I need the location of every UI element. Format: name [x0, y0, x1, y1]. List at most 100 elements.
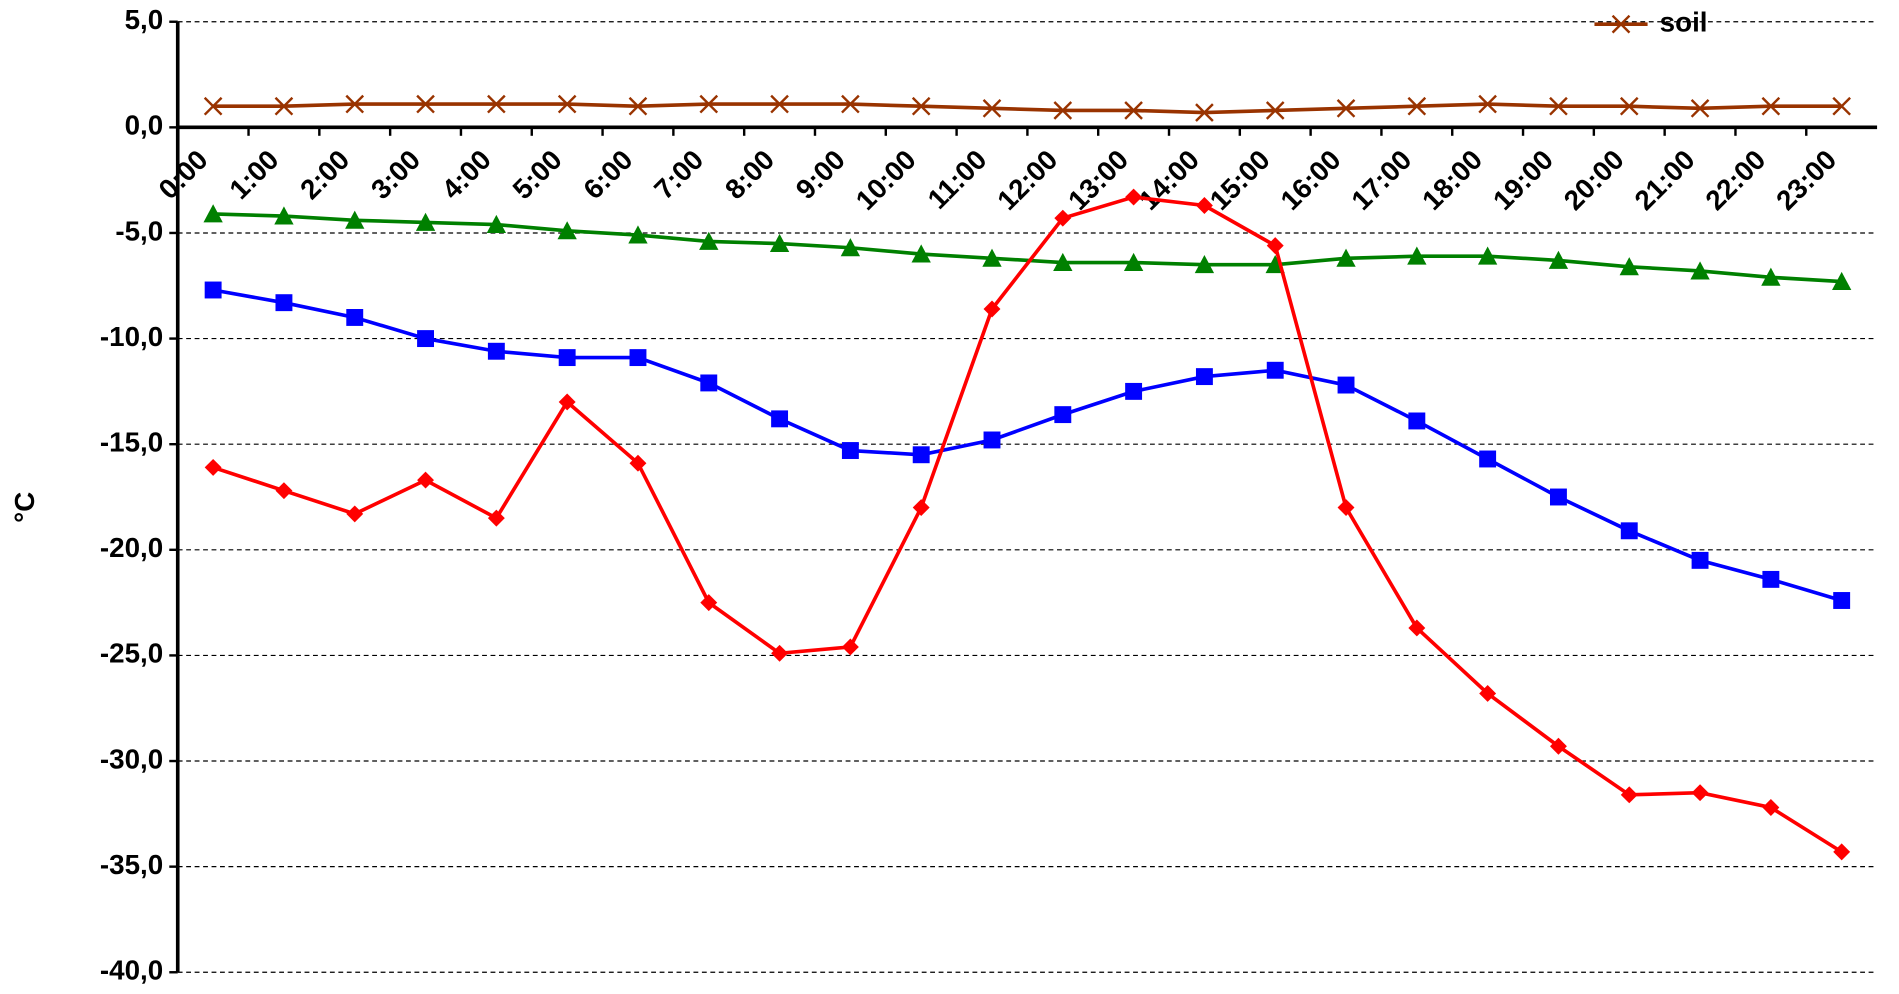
point — [1266, 361, 1284, 379]
point — [1833, 843, 1851, 861]
point — [275, 294, 293, 312]
x-tick-label: 1:00 — [223, 144, 284, 205]
series — [204, 281, 1851, 609]
point — [1690, 261, 1710, 280]
series-line — [212, 288, 1843, 603]
x-tick-label: 3:00 — [365, 144, 426, 205]
point — [1619, 96, 1639, 116]
x-tick-label: 9:00 — [790, 144, 851, 205]
point — [983, 300, 1001, 318]
point — [1337, 376, 1355, 394]
point — [1832, 271, 1852, 291]
point — [416, 94, 435, 114]
x-tick-label: 11:00 — [922, 144, 993, 215]
y-tick-label: -5,0 — [115, 215, 163, 246]
point — [1053, 252, 1073, 271]
point — [417, 330, 435, 348]
point — [982, 99, 1002, 118]
point — [912, 446, 930, 464]
series — [203, 94, 1851, 122]
point — [982, 248, 1002, 267]
x-tick-label: 7:00 — [648, 144, 709, 205]
point — [1762, 570, 1780, 588]
point — [346, 505, 364, 523]
point — [699, 231, 719, 250]
point — [1620, 522, 1638, 540]
point — [841, 442, 859, 459]
point — [770, 94, 789, 114]
point — [486, 214, 507, 233]
legend-marker — [1611, 14, 1631, 34]
y-tick-label: -10,0 — [100, 321, 163, 352]
point — [1690, 99, 1710, 118]
x-tick-label: 15:00 — [1204, 144, 1276, 216]
point — [275, 482, 293, 500]
point — [1548, 250, 1569, 269]
point — [1123, 252, 1144, 271]
point — [983, 431, 1001, 449]
x-tick-label: 6:00 — [577, 144, 638, 205]
point — [417, 471, 435, 489]
point — [1478, 94, 1497, 114]
point — [700, 594, 718, 612]
point — [1619, 257, 1639, 276]
point — [628, 96, 648, 116]
point — [1832, 96, 1851, 116]
point — [1549, 96, 1568, 116]
series-line — [213, 102, 1842, 115]
point — [1691, 784, 1709, 802]
point — [1195, 103, 1214, 122]
x-tick-label: 5:00 — [507, 144, 568, 205]
y-tick-label: -15,0 — [100, 427, 163, 458]
point — [1194, 254, 1215, 274]
y-tick-label: -35,0 — [100, 849, 163, 880]
point — [558, 393, 576, 411]
x-tick-label: 17:00 — [1345, 144, 1417, 216]
x-tick-label: 10:00 — [850, 144, 922, 216]
x-tick-label: 13:00 — [1062, 144, 1134, 216]
x-tick-label: 0:00 — [153, 144, 214, 205]
point — [1265, 101, 1285, 120]
point — [841, 638, 859, 656]
point — [1407, 96, 1427, 116]
series-line — [212, 195, 1843, 854]
point — [771, 644, 789, 662]
x-tick-label: 21:00 — [1629, 144, 1701, 216]
point — [1124, 101, 1143, 120]
point — [415, 212, 436, 231]
point — [700, 374, 718, 392]
point — [487, 342, 505, 360]
point — [1620, 786, 1638, 804]
x-tick-label: 16:00 — [1274, 144, 1346, 216]
series-line — [213, 212, 1842, 284]
series — [204, 188, 1851, 861]
x-tick-label: 12:00 — [991, 144, 1063, 216]
x-tick-label: 18:00 — [1416, 144, 1488, 216]
point — [628, 225, 648, 244]
point — [487, 94, 506, 114]
point — [1266, 237, 1284, 255]
point — [1833, 592, 1851, 609]
x-tick-label: 8:00 — [719, 144, 780, 205]
point — [769, 233, 790, 252]
point — [1336, 99, 1356, 118]
point — [1053, 101, 1073, 120]
point — [204, 458, 222, 476]
point — [1337, 499, 1355, 517]
x-tick-label: 19:00 — [1487, 144, 1559, 216]
y-axis-label: °C — [9, 492, 40, 523]
point — [346, 309, 364, 326]
point — [911, 96, 931, 116]
point — [558, 349, 576, 367]
x-tick-label: 4:00 — [436, 144, 497, 205]
legend-label: soil — [1660, 6, 1708, 37]
point — [203, 204, 223, 223]
y-tick-label: -30,0 — [100, 743, 163, 774]
y-tick-label: 5,0 — [125, 4, 164, 35]
y-tick-label: -40,0 — [100, 955, 163, 986]
y-tick-label: -25,0 — [100, 638, 163, 669]
point — [911, 244, 931, 263]
point — [771, 410, 789, 428]
